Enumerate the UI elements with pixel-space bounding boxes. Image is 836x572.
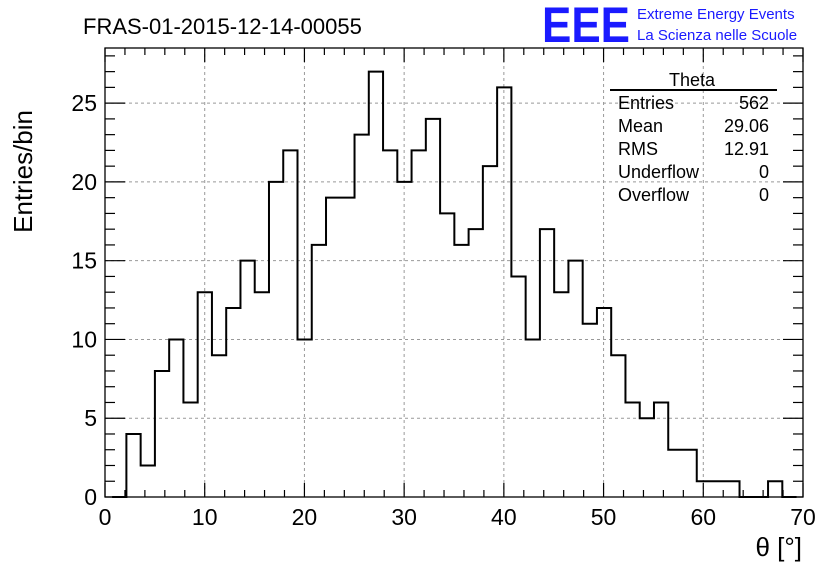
- histogram-bin: [226, 308, 240, 497]
- histogram-bin: [568, 261, 582, 497]
- histogram-bin: [255, 292, 269, 497]
- histogram-bin: [141, 465, 155, 497]
- x-tick-label: 30: [391, 504, 417, 530]
- logo-line-1: Extreme Energy Events: [637, 6, 795, 23]
- histogram-bin: [583, 324, 597, 497]
- histogram-bin: [312, 245, 326, 497]
- histogram-outline: [112, 70, 797, 498]
- histogram-bin: [511, 276, 525, 497]
- histogram-series: [112, 70, 797, 498]
- histogram-bin: [383, 150, 397, 497]
- logo-line-2: La Scienza nelle Scuole: [637, 27, 797, 44]
- histogram-bin: [554, 292, 568, 497]
- stats-box-title: Theta: [669, 70, 716, 90]
- stat-value-underflow: 0: [759, 162, 769, 182]
- grid: [105, 48, 803, 497]
- histogram-bin: [369, 72, 383, 497]
- histogram-bin: [625, 402, 639, 497]
- x-tick-label: 40: [491, 504, 517, 530]
- axis-ticks: [104, 48, 804, 498]
- stat-label-overflow: Overflow: [618, 185, 690, 205]
- stat-value-mean: 29.06: [724, 116, 769, 136]
- stat-value-overflow: 0: [759, 185, 769, 205]
- x-tick-label: 70: [790, 504, 816, 530]
- histogram-bin: [283, 150, 297, 497]
- x-tick-label: 10: [192, 504, 218, 530]
- histogram-bin: [668, 450, 682, 497]
- stat-value-rms: 12.91: [724, 139, 769, 159]
- eee-logo-mark: EEE: [542, 0, 630, 53]
- histogram-bin: [768, 481, 782, 497]
- histogram-bin: [654, 402, 668, 497]
- stat-value-entries: 562: [739, 93, 769, 113]
- plot-frame: [104, 47, 804, 498]
- histogram-bin: [198, 292, 212, 497]
- x-tick-label: 50: [591, 504, 617, 530]
- y-axis-label: Entries/bin: [8, 110, 38, 233]
- histogram-bin: [483, 166, 497, 497]
- histogram-bin: [497, 87, 511, 497]
- histogram-bin: [212, 355, 226, 497]
- histogram-bin: [355, 135, 369, 497]
- y-tick-label: 5: [84, 405, 97, 431]
- histogram-bin: [426, 119, 440, 497]
- x-axis-label: θ [°]: [755, 532, 802, 562]
- histogram-bin: [183, 402, 197, 497]
- histogram-bin: [240, 261, 254, 497]
- histogram-bin: [126, 434, 140, 497]
- histogram-bin: [454, 245, 468, 497]
- histogram-bin: [682, 450, 696, 497]
- tick-labels: 0 10 20 30 40 50 60 70 0 5 10 15 20 25: [71, 90, 815, 530]
- stat-label-underflow: Underflow: [618, 162, 700, 182]
- chart-title: FRAS-01-2015-12-14-00055: [83, 14, 362, 39]
- histogram-bin: [155, 371, 169, 497]
- stats-box: Theta Entries 562 Mean 29.06 RMS 12.91 U…: [610, 70, 777, 205]
- histogram-bin: [540, 229, 554, 497]
- histogram-bin: [611, 355, 625, 497]
- histogram-bin: [340, 198, 354, 497]
- y-tick-label: 10: [71, 326, 97, 352]
- y-tick-label: 20: [71, 169, 97, 195]
- histogram-bin: [412, 150, 426, 497]
- histogram-bin: [640, 418, 654, 497]
- y-tick-label: 15: [71, 248, 97, 274]
- histogram-bin: [326, 198, 340, 497]
- x-tick-label: 20: [292, 504, 318, 530]
- stat-label-entries: Entries: [618, 93, 674, 113]
- y-tick-label: 0: [84, 484, 97, 510]
- histogram-bin: [469, 229, 483, 497]
- histogram-bin: [440, 213, 454, 497]
- x-tick-label: 0: [99, 504, 112, 530]
- x-tick-label: 60: [690, 504, 716, 530]
- stat-label-rms: RMS: [618, 139, 658, 159]
- stat-label-mean: Mean: [618, 116, 663, 136]
- y-tick-label: 25: [71, 90, 97, 116]
- histogram-bin: [725, 481, 739, 497]
